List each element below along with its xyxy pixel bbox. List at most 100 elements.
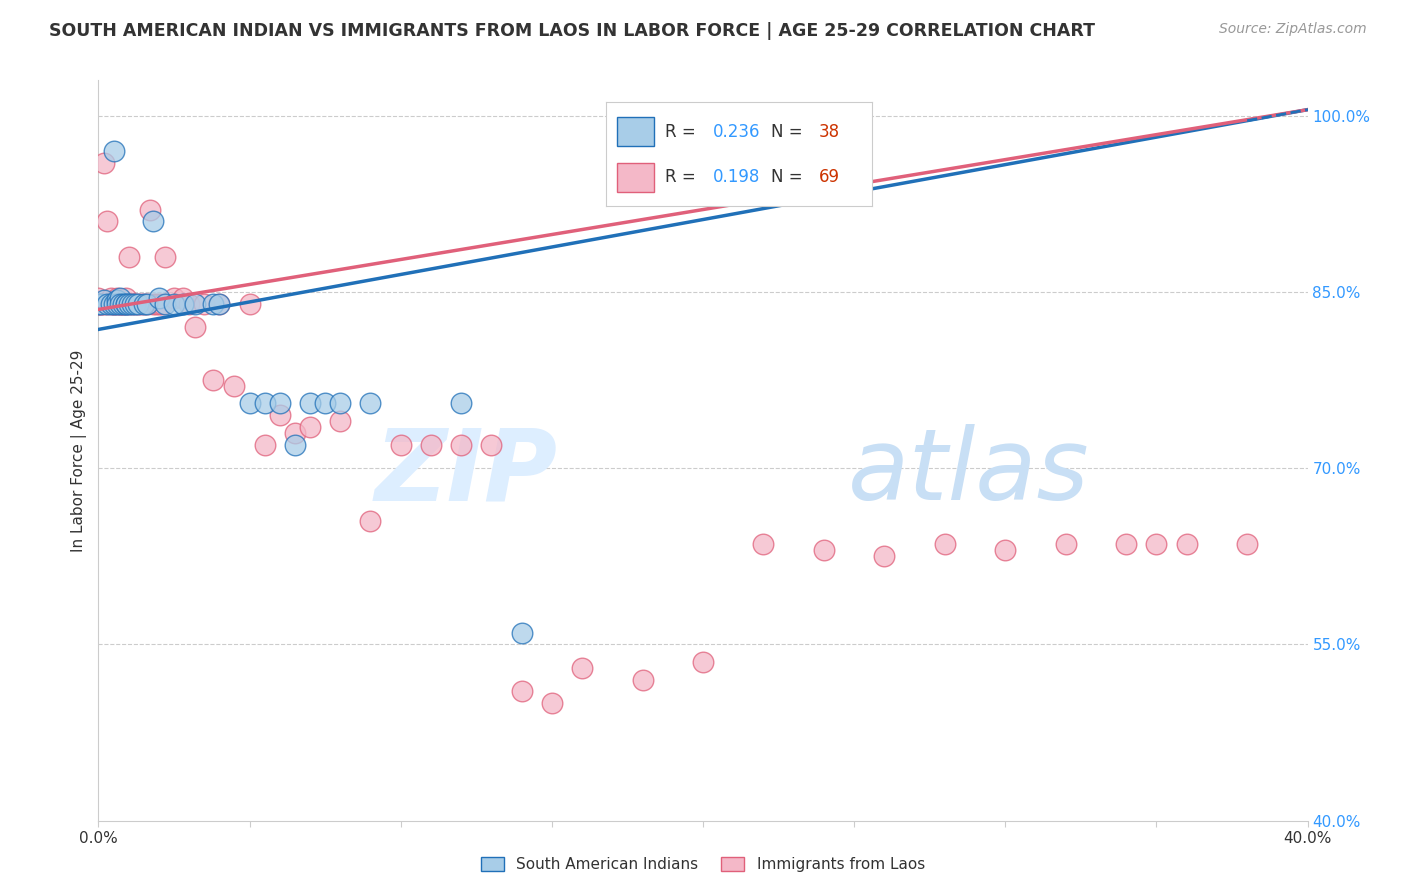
Point: [510, 625, 533, 640]
Point: [124, 296, 146, 310]
Point: [299, 420, 322, 434]
Point: [142, 296, 165, 310]
Point: [389, 437, 412, 451]
Point: [121, 296, 143, 310]
Point: [96, 214, 118, 228]
Point: [118, 296, 141, 310]
Point: [132, 296, 155, 310]
Point: [631, 673, 654, 687]
Point: [253, 396, 276, 410]
Text: Source: ZipAtlas.com: Source: ZipAtlas.com: [1219, 22, 1367, 37]
Point: [111, 296, 134, 310]
Point: [1175, 537, 1198, 551]
Point: [510, 684, 533, 698]
Point: [420, 437, 443, 451]
Legend: South American Indians, Immigrants from Laos: South American Indians, Immigrants from …: [474, 849, 932, 880]
Point: [105, 296, 128, 310]
Point: [202, 373, 225, 387]
Point: [208, 296, 231, 310]
Point: [934, 537, 956, 551]
Point: [87, 296, 110, 310]
Point: [540, 696, 562, 710]
Text: SOUTH AMERICAN INDIAN VS IMMIGRANTS FROM LAOS IN LABOR FORCE | AGE 25-29 CORRELA: SOUTH AMERICAN INDIAN VS IMMIGRANTS FROM…: [49, 22, 1095, 40]
Point: [111, 296, 134, 310]
Point: [148, 296, 170, 310]
Point: [103, 296, 125, 310]
Point: [813, 543, 835, 558]
Point: [184, 320, 207, 334]
Point: [118, 250, 141, 264]
Point: [172, 296, 194, 310]
Point: [135, 296, 157, 310]
Point: [239, 296, 262, 310]
Point: [179, 296, 201, 310]
Point: [481, 437, 503, 451]
Point: [90, 296, 112, 310]
Point: [163, 291, 186, 305]
Point: [108, 296, 131, 310]
Point: [269, 396, 291, 410]
Point: [121, 296, 143, 310]
Point: [114, 296, 136, 310]
Text: ZIP: ZIP: [375, 425, 558, 521]
Point: [184, 296, 207, 310]
Point: [103, 296, 125, 310]
Point: [96, 296, 118, 310]
Point: [450, 437, 472, 451]
Point: [93, 296, 115, 310]
Point: [329, 396, 352, 410]
Text: atlas: atlas: [848, 425, 1090, 521]
Point: [153, 296, 176, 310]
Point: [253, 437, 276, 451]
Point: [108, 296, 131, 310]
Point: [127, 296, 149, 310]
Point: [284, 425, 307, 440]
Point: [752, 537, 775, 551]
Point: [93, 293, 115, 307]
Point: [100, 291, 122, 305]
Point: [103, 144, 125, 158]
Point: [142, 214, 165, 228]
Point: [96, 296, 118, 310]
Point: [163, 296, 186, 310]
Point: [105, 296, 128, 310]
Point: [153, 250, 176, 264]
Point: [299, 396, 322, 410]
Point: [139, 202, 162, 217]
Point: [87, 296, 110, 310]
Point: [114, 291, 136, 305]
Point: [100, 296, 122, 310]
Point: [93, 155, 115, 169]
Point: [224, 379, 246, 393]
Point: [114, 296, 136, 310]
Point: [100, 296, 122, 310]
Point: [132, 296, 155, 310]
Point: [1115, 537, 1137, 551]
Point: [145, 296, 167, 310]
Point: [329, 414, 352, 428]
Point: [193, 296, 215, 310]
Point: [135, 296, 157, 310]
Point: [87, 291, 110, 305]
Point: [571, 661, 593, 675]
Point: [1054, 537, 1077, 551]
Point: [114, 296, 136, 310]
Point: [202, 296, 225, 310]
Point: [150, 296, 173, 310]
Point: [692, 655, 714, 669]
Point: [105, 293, 128, 307]
Point: [360, 514, 382, 528]
Point: [124, 296, 146, 310]
Point: [172, 291, 194, 305]
Point: [111, 296, 134, 310]
Point: [148, 291, 170, 305]
Point: [90, 296, 112, 310]
Point: [103, 296, 125, 310]
Point: [450, 396, 472, 410]
Y-axis label: In Labor Force | Age 25-29: In Labor Force | Age 25-29: [72, 350, 87, 551]
Point: [269, 408, 291, 422]
Point: [127, 296, 149, 310]
Point: [284, 437, 307, 451]
Point: [208, 296, 231, 310]
Point: [1236, 537, 1258, 551]
